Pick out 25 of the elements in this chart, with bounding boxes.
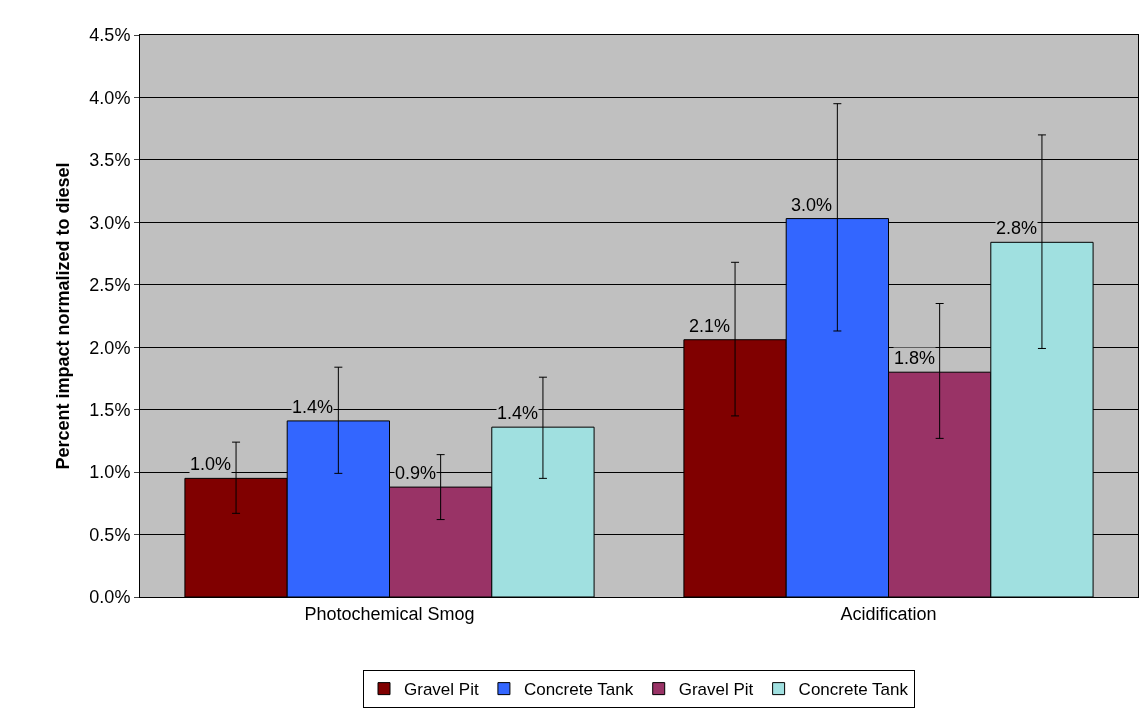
y-tick-label: 1.0%: [89, 462, 131, 483]
legend-label: Concrete Tank: [523, 680, 634, 700]
data-label: 1.4%: [292, 397, 334, 417]
y-tick-label: 0.5%: [89, 524, 131, 545]
data-label: 2.1%: [689, 316, 731, 336]
legend-label: Concrete Tank: [798, 680, 909, 700]
y-tick-label: 2.5%: [89, 275, 131, 296]
legend-label: Gravel Pit: [404, 680, 479, 700]
data-label: 1.0%: [190, 454, 232, 474]
data-label: 2.8%: [996, 218, 1038, 238]
data-label: 1.4%: [497, 403, 539, 423]
y-tick-label: 4.5%: [89, 25, 131, 46]
x-tick-label: Acidification: [840, 603, 937, 624]
data-label: 0.9%: [395, 463, 437, 483]
data-label: 3.0%: [791, 195, 833, 215]
y-tick-label: 3.0%: [89, 212, 131, 233]
data-label: 1.8%: [894, 348, 936, 368]
y-axis-title: Percent impact normalized to diesel: [52, 162, 73, 470]
y-tick-label: 0.0%: [89, 587, 131, 608]
x-tick-label: Photochemical Smog: [304, 603, 475, 624]
y-tick-label: 4.0%: [89, 87, 131, 108]
y-tick-label: 2.0%: [89, 337, 131, 358]
legend-label: Gravel Pit: [678, 680, 754, 700]
y-tick-label: 3.5%: [89, 150, 131, 171]
y-tick-label: 1.5%: [89, 399, 131, 420]
